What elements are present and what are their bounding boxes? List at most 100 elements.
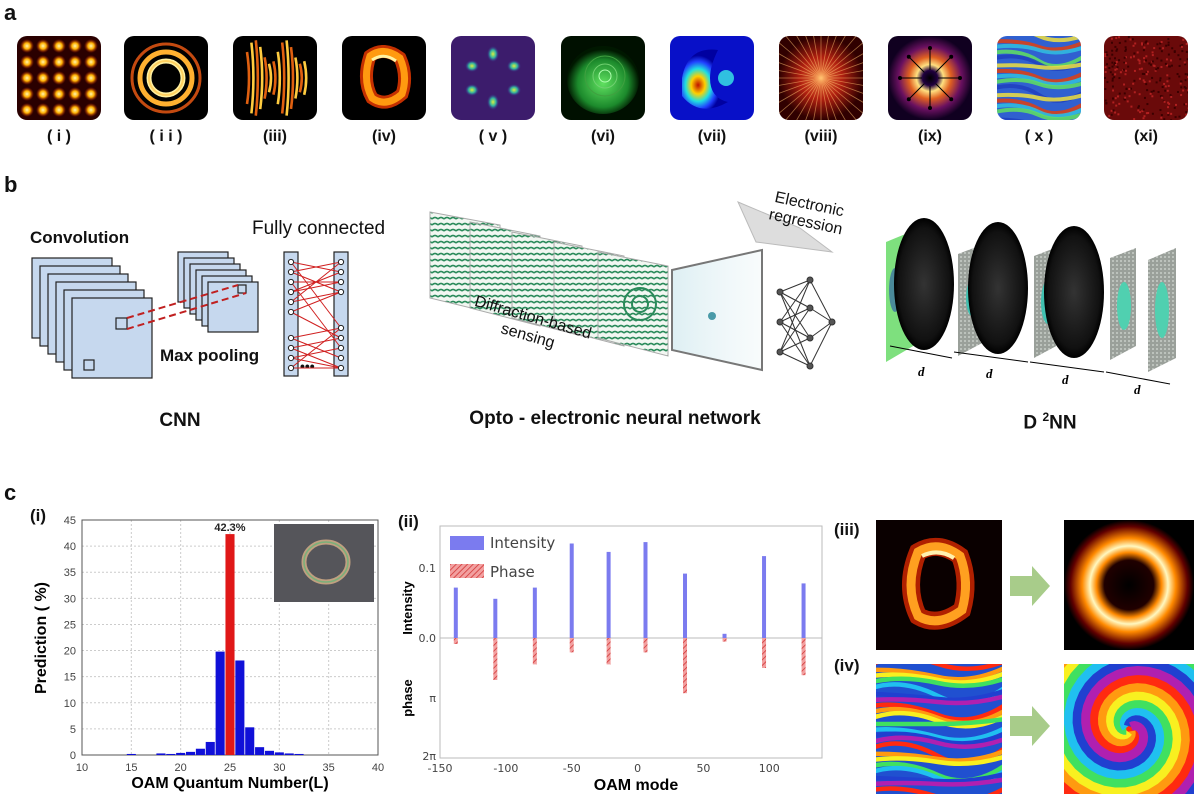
legend-intensity-label: Intensity <box>490 534 555 552</box>
intensity-bar <box>453 587 458 638</box>
prediction-ytick: 30 <box>64 593 76 605</box>
prediction-bar <box>185 751 196 755</box>
intensity-bar <box>801 583 806 638</box>
oam-xtick: 0 <box>634 762 641 775</box>
reconstruction-phase-row <box>876 664 1194 794</box>
prediction-bar <box>235 660 245 755</box>
oam-xlabel: OAM mode <box>594 777 679 794</box>
beam-image-jet-blob <box>670 36 754 120</box>
label-vii: (vii) <box>697 128 727 145</box>
prediction-ytick: 0 <box>70 750 76 762</box>
beam-image-red-noise <box>1104 36 1188 120</box>
prediction-ytick: 20 <box>64 646 76 658</box>
beam-image-polarization-ring <box>888 36 972 120</box>
oam-xtick: 50 <box>696 762 710 775</box>
label-iv: (iv) <box>372 128 396 145</box>
beam-image-fringes <box>233 36 317 120</box>
intensity-bar <box>722 633 727 638</box>
oam-ylabel-phase: phase <box>400 679 415 717</box>
oam-ytick-pi: π <box>429 692 436 705</box>
label-iii: (iii) <box>263 128 287 145</box>
beam-image-green-disk <box>561 36 645 120</box>
label-ii: ( i i ) <box>149 128 183 145</box>
oam-xtick: -50 <box>563 762 581 775</box>
d2nn-caption-nn: NN <box>1049 412 1077 434</box>
prediction-ytick: 45 <box>64 515 76 527</box>
prediction-bar <box>294 753 304 755</box>
label-i: ( i ) <box>47 128 71 145</box>
prediction-bar <box>284 753 294 755</box>
prediction-ylabel: Prediction ( %) <box>33 582 50 694</box>
restored-phase-spiral-image <box>1064 664 1194 794</box>
cnn-fully-connected-label: Fully connected <box>252 218 386 239</box>
prediction-ytick: 40 <box>64 541 76 553</box>
prediction-ytick: 35 <box>64 567 76 579</box>
intensity-bar <box>683 573 688 638</box>
legend-phase-swatch <box>450 564 484 578</box>
prediction-xtick: 40 <box>372 762 384 774</box>
prediction-bar <box>215 651 225 755</box>
panel-a-letter: a <box>4 0 17 25</box>
subpanel-iv-label: (iv) <box>834 656 860 675</box>
d2nn-caption-sup: 2 <box>1042 410 1050 424</box>
prediction-bar <box>156 753 166 755</box>
d2nn-distance-1: d <box>918 364 925 379</box>
prediction-bar <box>245 727 255 755</box>
prediction-ytick: 15 <box>64 672 76 684</box>
label-v: ( v ) <box>478 128 508 145</box>
cnn-convolution-label: Convolution <box>30 228 130 247</box>
intensity-bar <box>606 551 611 638</box>
phase-bar <box>643 638 648 653</box>
label-xi: (xi) <box>1134 128 1158 145</box>
label-x: ( x ) <box>1024 128 1054 145</box>
intensity-bar <box>493 598 498 638</box>
oam-chart-frame <box>439 525 823 759</box>
prediction-xlabel: OAM Quantum Number(L) <box>131 775 328 792</box>
beam-image-rings <box>124 36 208 120</box>
beam-image-grid <box>17 36 101 120</box>
oam-ytick-zero: 0.0 <box>419 632 437 645</box>
subpanel-i-label: (i) <box>30 506 47 525</box>
subpanel-iii-label: (iii) <box>834 520 860 539</box>
prediction-bar <box>176 752 186 755</box>
prediction-xtick: 15 <box>125 762 137 774</box>
d2nn-distance-3: d <box>1062 372 1069 387</box>
optoelectronic-caption: Opto - electronic neural network <box>469 408 761 429</box>
phase-bar <box>569 638 574 653</box>
oam-xtick: 100 <box>759 762 780 775</box>
prediction-bar <box>255 747 265 755</box>
prediction-bar <box>274 752 284 755</box>
arrow-right-icon-2 <box>1010 706 1050 746</box>
label-ix: (ix) <box>918 128 942 145</box>
d2nn-caption-d: D <box>1023 412 1038 434</box>
label-vi: (vi) <box>591 128 615 145</box>
phase-bar <box>683 638 688 694</box>
d2nn-caption: D 2NN <box>1000 410 1100 434</box>
cnn-diagram <box>31 251 349 379</box>
d2nn-distance-2: d <box>986 366 993 381</box>
optoelectronic-diagram <box>429 201 836 372</box>
phase-bar <box>493 638 498 680</box>
beam-image-phase-speckle <box>997 36 1081 120</box>
phase-bar <box>762 638 767 668</box>
phase-bar <box>722 638 727 642</box>
prediction-ytick: 5 <box>70 724 76 736</box>
prediction-inset-image <box>274 524 374 602</box>
prediction-peak-annotation: 42.3% <box>214 522 245 534</box>
prediction-bar <box>195 748 205 755</box>
prediction-bar <box>166 753 176 755</box>
phase-bar <box>453 638 458 644</box>
prediction-ytick: 25 <box>64 619 76 631</box>
beam-image-distorted-ring <box>342 36 426 120</box>
beam-image-six-lobes <box>451 36 535 120</box>
oam-mode-chart: -150 -100 -50 0 50 100 0.1 0.0 π 2π Intensity Pha… <box>400 525 823 794</box>
prediction-ytick: 10 <box>64 698 76 710</box>
prediction-bar <box>205 741 215 755</box>
panel-b-letter: b <box>4 172 18 197</box>
oam-legend: Intensity Phase <box>450 534 555 581</box>
cnn-caption: CNN <box>159 410 201 431</box>
oam-ytick-top: 0.1 <box>419 562 437 575</box>
oam-xtick: -150 <box>428 762 453 775</box>
oam-ytick-2pi: 2π <box>422 750 436 763</box>
